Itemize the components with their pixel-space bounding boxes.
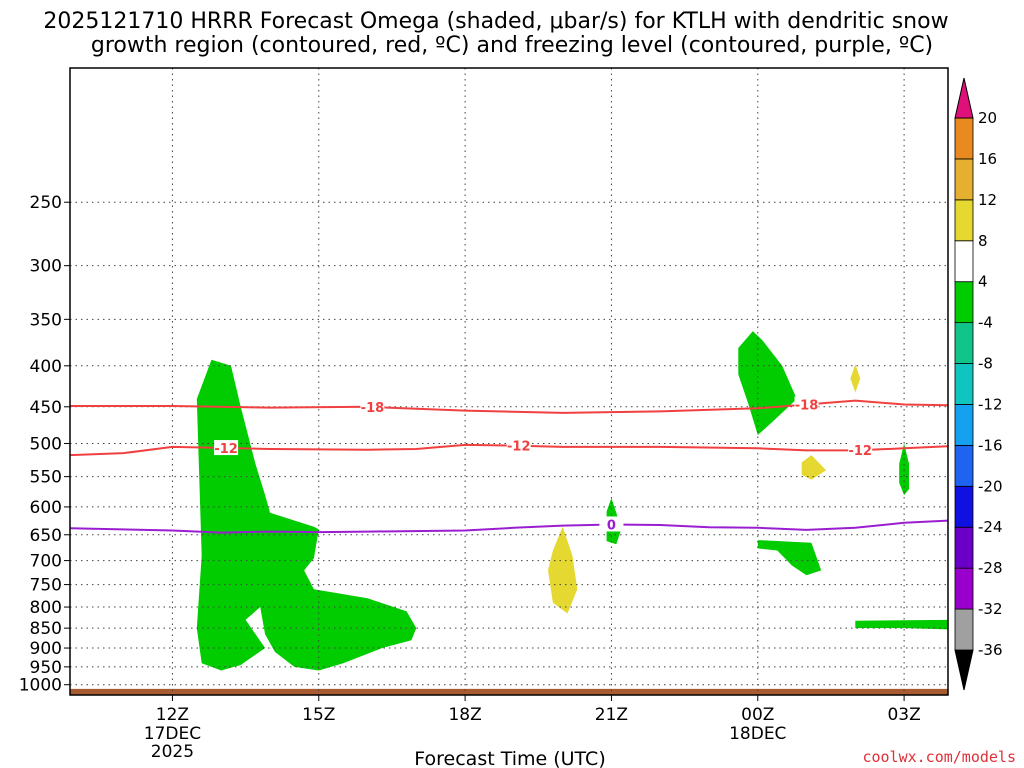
y-tick-label-500: 500	[30, 434, 62, 454]
x-tick-date-12Z: 17DEC	[144, 724, 201, 744]
colorbar-label: 20	[978, 109, 997, 127]
colorbar-label: -28	[978, 559, 1003, 577]
y-tick-label-800: 800	[30, 598, 62, 618]
y-tick-label-250: 250	[30, 193, 62, 213]
omega-green-00z-upper	[738, 331, 797, 435]
plot-frame	[69, 67, 949, 696]
colorbar-segment	[954, 199, 974, 242]
x-tick-label-00Z: 00Z	[741, 705, 774, 725]
y-tick-label-650: 650	[30, 526, 62, 546]
y-tick-label-750: 750	[30, 576, 62, 596]
freezing-level-0-label: 0	[607, 518, 616, 533]
y-tick-label-1000: 1000	[19, 676, 62, 696]
dgz-minus-18-label-bg	[360, 398, 385, 414]
colorbar-segment	[954, 363, 974, 405]
dgz-minus-12-label: -12	[214, 442, 238, 457]
omega-green-03z	[899, 443, 909, 496]
colorbar-label: 16	[978, 150, 997, 168]
dgz-minus-18-label: -18	[361, 401, 385, 416]
colorbar-segment	[954, 404, 974, 446]
omega-green-01z	[757, 540, 822, 576]
y-tick-label-550: 550	[30, 468, 62, 488]
y-tick-label-700: 700	[30, 552, 62, 572]
y-tick-label-400: 400	[30, 357, 62, 377]
dgz-minus-12-label: -12	[848, 444, 872, 459]
colorbar-label: -16	[978, 436, 1003, 454]
plot-area: -18 -18 -12 -12 -12 0 250 300 350 400 450 500 550 600…	[19, 67, 949, 762]
chart-title-line-2: growth region (contoured, red, ºC) and f…	[91, 33, 933, 58]
x-tick-label-15Z: 15Z	[302, 705, 335, 725]
x-tick-year-12Z: 2025	[151, 742, 194, 762]
omega-yellow-01z	[801, 455, 827, 480]
colorbar-label: 8	[978, 232, 988, 250]
colorbar-segment	[954, 444, 974, 487]
x-tick-label-03Z: 03Z	[887, 705, 920, 725]
colorbar-segment	[954, 608, 974, 651]
colorbar-over-triangle	[954, 77, 974, 119]
colorbar-label: -36	[978, 641, 1003, 659]
colorbar-segment	[954, 240, 974, 283]
dgz-minus-18-label: -18	[795, 398, 819, 413]
colorbar-under-triangle	[954, 649, 974, 691]
colorbar-label: -20	[978, 477, 1003, 495]
colorbar-segment	[954, 322, 974, 364]
colorbar-segment	[954, 526, 974, 569]
freezing-level-0-label-bg	[599, 516, 624, 532]
colorbar-label: -12	[978, 395, 1003, 413]
colorbar-label: -4	[978, 314, 993, 332]
colorbar-label: -24	[978, 518, 1003, 536]
x-tick-date-00Z: 18DEC	[729, 724, 786, 744]
freezing-level-0-line	[69, 519, 949, 534]
colorbar-segment	[954, 117, 974, 160]
dgz-minus-12-label-bg	[506, 437, 531, 453]
omega-yellow-20z	[548, 526, 578, 614]
y-tick-label-600: 600	[30, 498, 62, 518]
x-axis-title: Forecast Time (UTC)	[414, 748, 605, 768]
dgz-minus-18-label-bg	[794, 396, 819, 412]
omega-green-late-low	[855, 619, 948, 630]
x-tick-label-18Z: 18Z	[448, 705, 481, 725]
y-tick-label-900: 900	[30, 639, 62, 659]
dgz-minus-18-line	[70, 399, 949, 414]
chart-title-line-1: 2025121710 HRRR Forecast Omega (shaded, …	[43, 9, 948, 34]
colorbar-segment	[954, 158, 974, 201]
y-tick-label-850: 850	[30, 619, 62, 639]
credit-text: coolwx.com/models	[862, 748, 1016, 766]
x-tick-label-12Z: 12Z	[156, 705, 189, 725]
below-ground	[70, 688, 948, 695]
colorbar-label: -32	[978, 600, 1003, 618]
y-tick-label-950: 950	[30, 658, 62, 678]
colorbar: -36 -32 -28 -24 -20 -16 -12 -8 -4 4 8 12 16 20	[954, 77, 1003, 691]
colorbar-segment	[954, 485, 974, 528]
omega-yellow-02z	[850, 364, 861, 393]
colorbar-label: 12	[978, 191, 997, 209]
colorbar-segment	[954, 281, 974, 324]
omega-green-main-column	[196, 359, 417, 671]
x-tick-label-21Z: 21Z	[595, 705, 628, 725]
colorbar-segment	[954, 567, 974, 610]
dgz-minus-12-label-bg	[848, 442, 873, 458]
colorbar-label: -8	[978, 355, 993, 373]
dgz-minus-12-label: -12	[507, 440, 531, 455]
y-tick-label-450: 450	[30, 398, 62, 418]
dgz-minus-12-label-bg	[214, 440, 239, 456]
y-tick-label-300: 300	[30, 257, 62, 277]
colorbar-label: 4	[978, 273, 988, 291]
y-tick-label-350: 350	[30, 310, 62, 330]
